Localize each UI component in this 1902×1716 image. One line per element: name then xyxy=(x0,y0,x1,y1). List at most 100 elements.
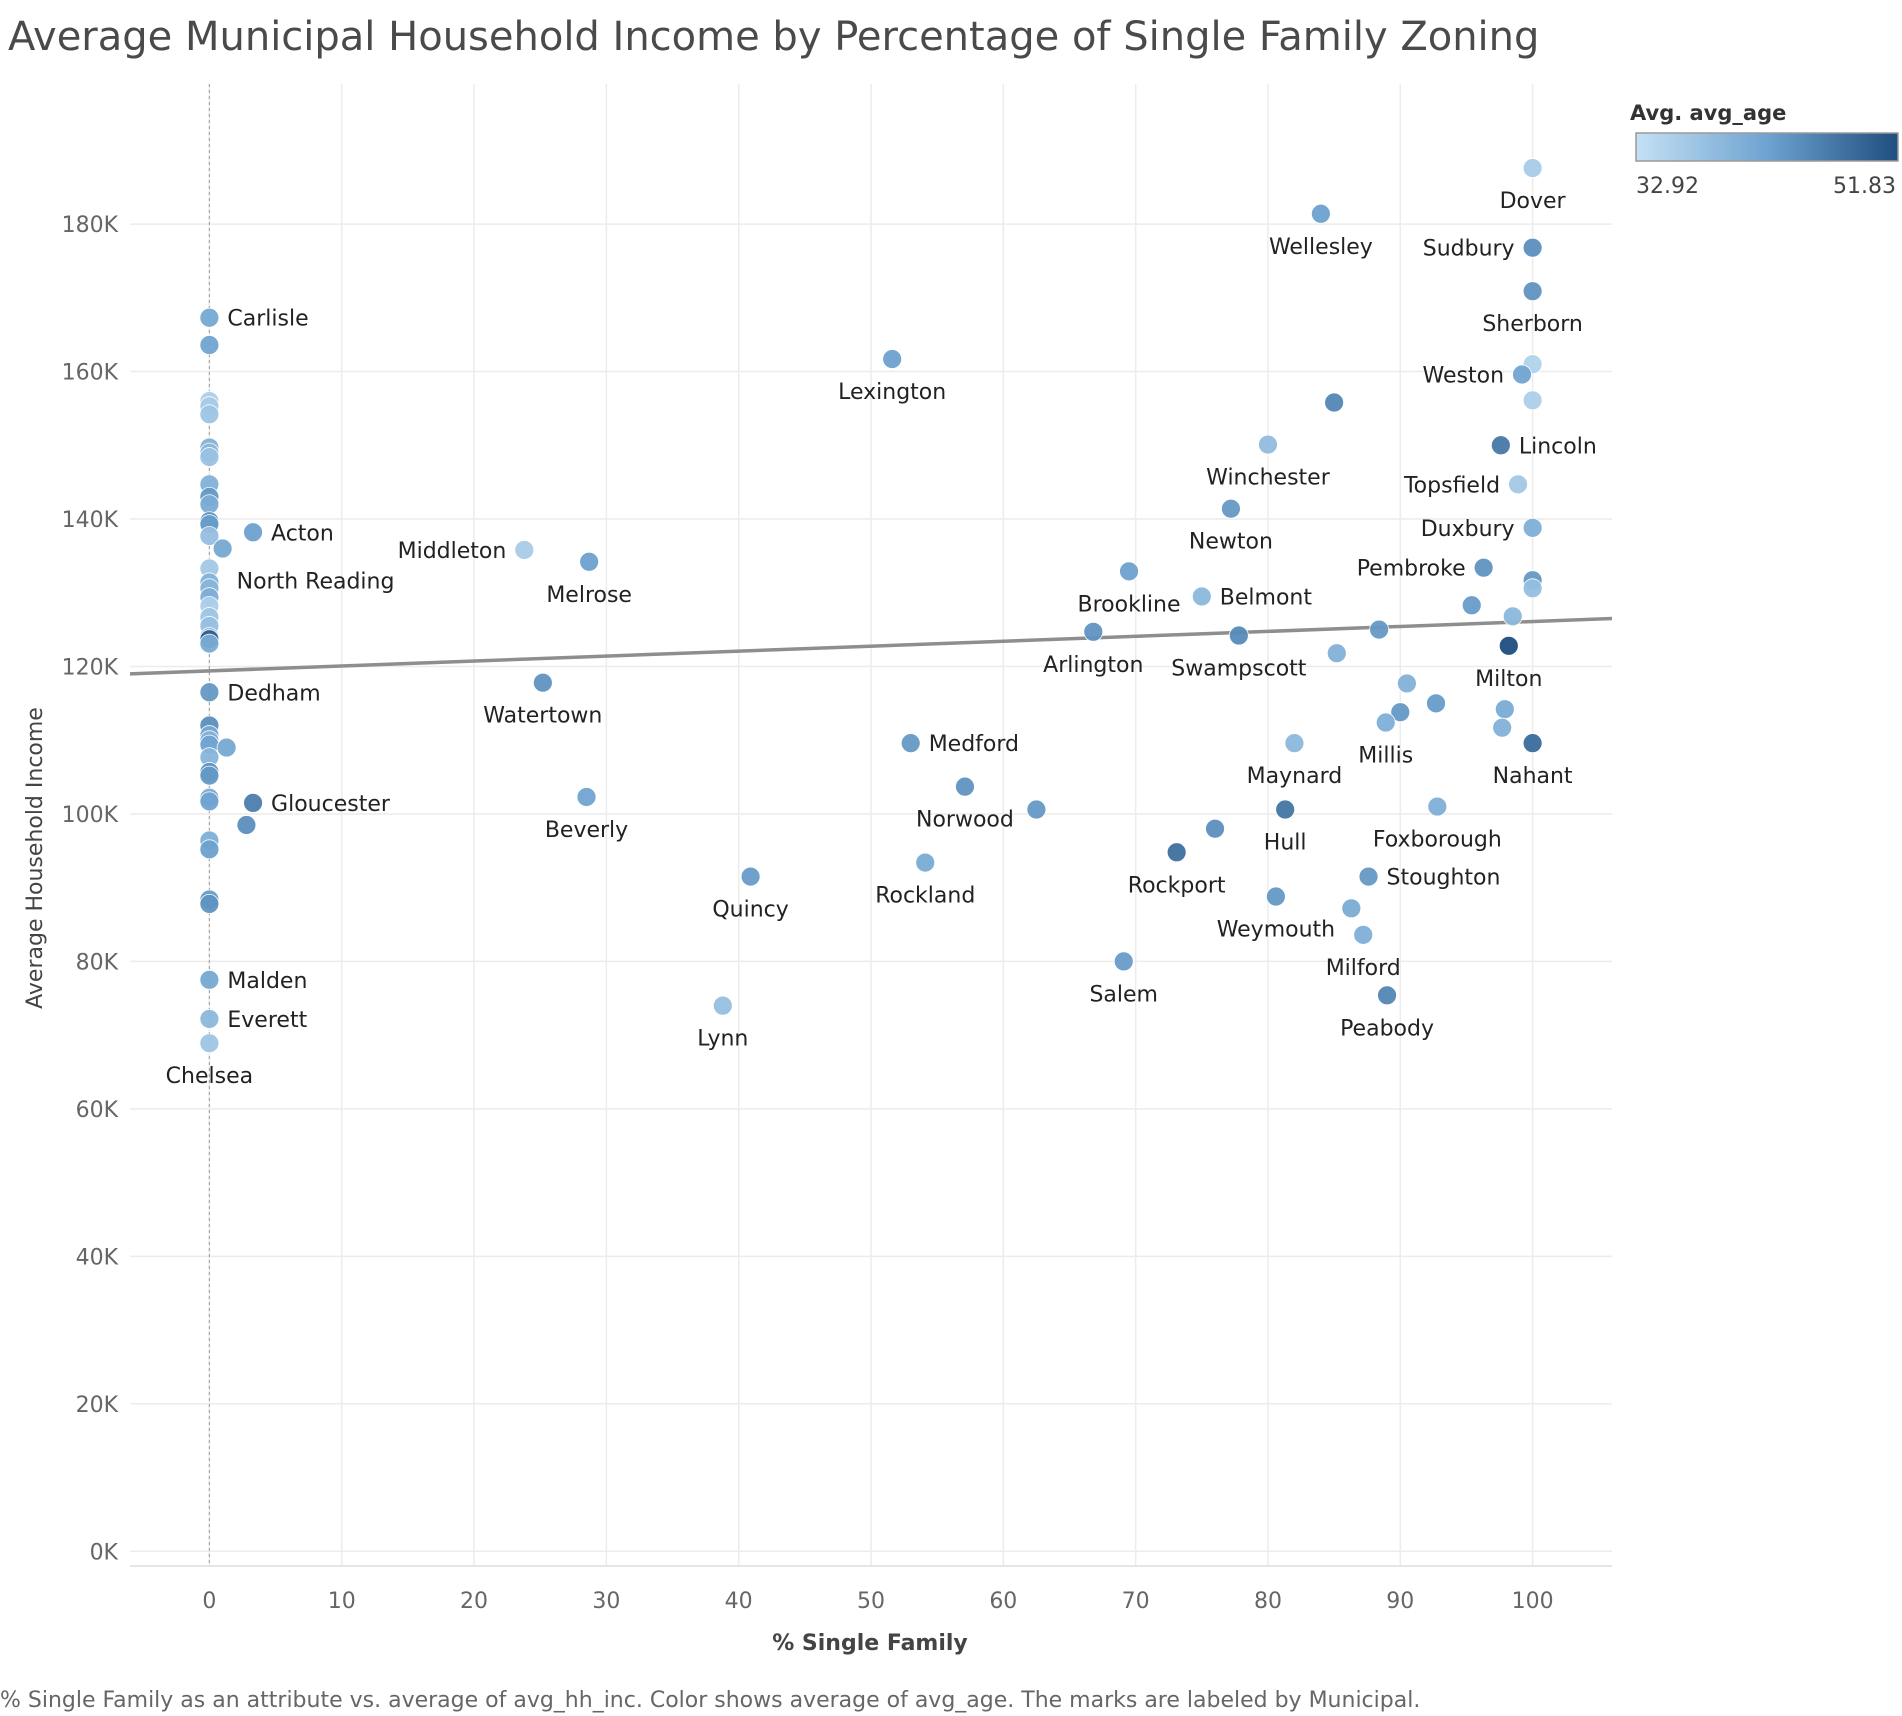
color-legend: Avg. avg_age 32.92 51.83 xyxy=(1630,101,1899,199)
x-tick-label: 60 xyxy=(989,1589,1017,1614)
point-label: Lexington xyxy=(838,380,946,405)
y-axis-title: Average Household Income xyxy=(23,707,48,1009)
data-point xyxy=(199,682,220,703)
data-point xyxy=(1119,561,1139,582)
data-point xyxy=(1522,237,1543,258)
point-label: Sherborn xyxy=(1482,312,1583,337)
point-label: Wellesley xyxy=(1269,235,1373,260)
legend-title: Avg. avg_age xyxy=(1630,101,1786,125)
data-point xyxy=(199,839,220,860)
y-tick-label: 60K xyxy=(76,1098,119,1123)
data-point xyxy=(1508,474,1528,495)
data-points[interactable] xyxy=(199,158,1543,1054)
data-point xyxy=(1275,799,1296,820)
x-tick-label: 40 xyxy=(725,1589,753,1614)
data-point xyxy=(1205,818,1225,839)
grid-lines xyxy=(130,84,1612,1566)
data-point xyxy=(514,540,535,560)
point-label: Milford xyxy=(1326,956,1401,981)
data-point xyxy=(1266,886,1286,907)
data-point xyxy=(882,349,903,369)
data-point xyxy=(1390,702,1411,723)
data-point xyxy=(216,737,237,758)
point-label: Nahant xyxy=(1493,764,1573,789)
point-label: Weston xyxy=(1423,364,1505,389)
data-point xyxy=(1397,673,1417,694)
data-point xyxy=(199,765,220,786)
chart-title: Average Municipal Household Income by Pe… xyxy=(8,14,1540,60)
point-label: Melrose xyxy=(546,583,632,608)
legend-gradient-bar xyxy=(1635,132,1899,162)
data-point xyxy=(1326,643,1347,664)
data-point xyxy=(1494,699,1515,720)
data-point xyxy=(199,307,220,328)
data-point xyxy=(1353,924,1374,945)
point-label: Everett xyxy=(227,1008,307,1033)
trend-line xyxy=(129,616,1613,676)
y-tick-label: 140K xyxy=(62,508,119,533)
point-label: Sudbury xyxy=(1423,237,1515,262)
x-axis-title: % Single Family xyxy=(772,1631,968,1656)
data-point xyxy=(199,335,220,355)
point-label: Newton xyxy=(1189,530,1273,555)
point-label: Stoughton xyxy=(1387,866,1501,891)
x-tick-label: 80 xyxy=(1254,1589,1282,1614)
data-point xyxy=(1026,799,1047,820)
point-label: Swampscott xyxy=(1171,657,1306,682)
data-point xyxy=(1191,586,1212,607)
point-labels: Carlisle Acton North Reading Dedham Gloucest… xyxy=(166,189,1597,1089)
data-point xyxy=(1522,390,1543,411)
data-point xyxy=(199,447,220,467)
point-label: Middleton xyxy=(398,539,507,564)
point-label: Pembroke xyxy=(1357,557,1466,582)
data-point xyxy=(1083,621,1104,642)
data-point xyxy=(1221,498,1241,519)
point-label: Dover xyxy=(1500,189,1567,214)
point-label: Brookline xyxy=(1078,592,1181,617)
point-label: Rockport xyxy=(1128,873,1226,898)
data-point xyxy=(199,893,220,914)
legend-max-label: 51.83 xyxy=(1833,174,1896,199)
point-label: Millis xyxy=(1358,744,1413,769)
data-point xyxy=(1512,364,1532,385)
point-label: Belmont xyxy=(1220,585,1313,610)
data-point xyxy=(579,551,600,572)
x-tick-label: 70 xyxy=(1122,1589,1150,1614)
data-point xyxy=(1284,733,1305,754)
data-point xyxy=(1228,625,1249,646)
point-label: Salem xyxy=(1089,982,1158,1007)
data-point xyxy=(712,995,733,1016)
data-point xyxy=(199,1033,220,1054)
data-point xyxy=(1522,578,1543,599)
data-point xyxy=(1166,842,1187,863)
point-label: Medford xyxy=(929,732,1019,757)
data-point xyxy=(900,733,921,754)
data-point xyxy=(199,1009,220,1029)
x-tick-label: 10 xyxy=(328,1589,356,1614)
x-tick-label: 90 xyxy=(1386,1589,1414,1614)
point-label: Watertown xyxy=(483,704,602,729)
data-point xyxy=(1502,606,1523,627)
y-tick-label: 180K xyxy=(62,213,119,238)
point-label: Quincy xyxy=(712,898,788,923)
data-point xyxy=(1341,898,1362,919)
y-tick-label: 0K xyxy=(90,1540,119,1565)
data-point xyxy=(199,526,220,546)
data-point xyxy=(1375,712,1396,733)
data-point xyxy=(1377,985,1397,1006)
data-point xyxy=(1522,281,1543,302)
y-tick-label: 160K xyxy=(62,361,119,386)
legend-min-label: 32.92 xyxy=(1636,174,1699,199)
point-label: Carlisle xyxy=(227,307,308,332)
point-label: Topsfield xyxy=(1403,473,1500,498)
data-point xyxy=(1310,203,1331,224)
data-point xyxy=(1522,733,1543,754)
data-point xyxy=(212,538,233,559)
x-tick-label: 100 xyxy=(1512,1589,1554,1614)
data-point xyxy=(243,522,263,543)
data-point xyxy=(199,494,220,515)
point-label: Beverly xyxy=(545,818,628,843)
x-tick-label: 50 xyxy=(857,1589,885,1614)
chart-caption: % Single Family as an attribute vs. aver… xyxy=(0,1688,1421,1713)
